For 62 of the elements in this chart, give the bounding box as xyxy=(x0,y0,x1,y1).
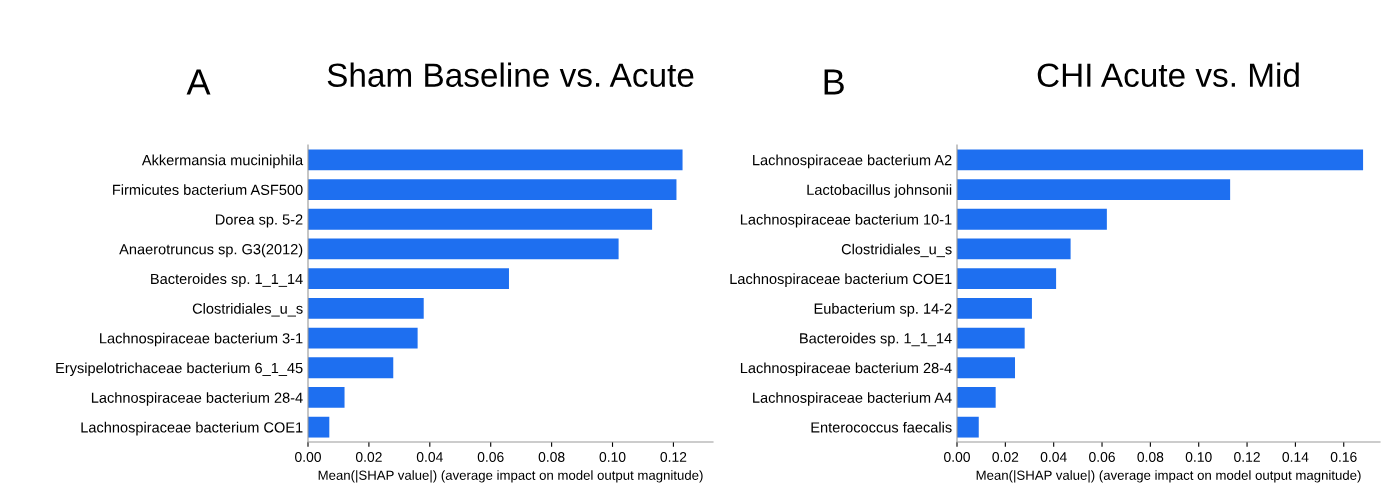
chart-title: CHI Acute vs. Mid xyxy=(1037,62,1299,87)
bar xyxy=(957,297,1032,319)
x-tick-label: 0.04 xyxy=(1040,452,1067,462)
y-tick-label: Lachnospiraceae bacterium 28-4 xyxy=(91,392,303,406)
y-tick-label: Lachnospiraceae bacterium COE1 xyxy=(730,273,952,287)
bar xyxy=(957,268,1057,290)
y-tick-label: Anaerotruncus sp. G3(2012) xyxy=(119,243,303,258)
y-tick-label: Akkermansia muciniphila xyxy=(141,154,304,169)
y-tick-label: Bacteroides sp. 1_1_14 xyxy=(800,332,952,347)
x-tick-label: 0.08 xyxy=(1137,452,1164,462)
y-tick-label: Lachnospiraceae bacterium A2 xyxy=(753,154,952,169)
text: A xyxy=(186,69,211,95)
y-tick-label: Lachnospiraceae bacterium COE1 xyxy=(81,421,303,436)
x-tick-label: 0.02 xyxy=(355,452,382,462)
bar xyxy=(308,357,394,379)
bar xyxy=(308,297,424,319)
bar xyxy=(308,238,619,260)
bar xyxy=(308,387,345,408)
bar xyxy=(308,268,509,290)
x-tick-label: 0.10 xyxy=(599,452,626,462)
bar xyxy=(957,179,1231,200)
y-tick-label: Dorea sp. 5-2 xyxy=(215,214,303,228)
x-tick-label: 0.16 xyxy=(1330,452,1357,462)
x-tick-label: 0.10 xyxy=(1185,452,1212,462)
y-tick-label: Enterococcus faecalis xyxy=(811,421,952,433)
x-tick-label: 0.02 xyxy=(992,452,1019,462)
y-tick-label: Lachnospiraceae bacterium 10-1 xyxy=(740,213,952,228)
x-tick-label: 0.12 xyxy=(660,452,687,462)
y-tick-label: Erysipelotrichaceae bacterium 6_1_45 xyxy=(56,362,303,377)
x-tick-label: 0.06 xyxy=(477,452,504,462)
x-tick-label: 0.00 xyxy=(944,452,970,462)
bar xyxy=(957,416,979,438)
bar xyxy=(957,238,1071,260)
bar xyxy=(308,179,677,200)
y-tick-label: Lactobacillus johnsonii xyxy=(807,184,952,198)
chart-title: Sham Baseline vs. Acute xyxy=(327,62,694,87)
bar xyxy=(957,327,1025,349)
x-tick-label: 0.06 xyxy=(1089,452,1115,462)
text: B xyxy=(824,69,844,95)
x-tick-label: 0.14 xyxy=(1282,452,1309,462)
y-tick-label: Lachnospiraceae bacterium 28-4 xyxy=(740,362,952,377)
bar xyxy=(957,149,1364,171)
x-tick-label: 0.00 xyxy=(295,452,321,462)
bar xyxy=(308,416,330,438)
y-tick-label: Firmicutes bacterium ASF500 xyxy=(113,184,303,195)
y-tick-label: Eubacterium sp. 14-2 xyxy=(814,303,952,317)
y-tick-label: Clostridiales_u_s xyxy=(841,243,952,258)
y-tick-label: Lachnospiraceae bacterium 3-1 xyxy=(100,332,303,347)
bar xyxy=(957,208,1107,230)
bar xyxy=(308,149,683,171)
x-tick-label: 0.12 xyxy=(1234,452,1260,462)
x-axis-title: Mean(|SHAP value|) (average impact on model output magnitude) xyxy=(318,470,703,483)
x-axis-title: Mean(|SHAP value|) (average impact on model output magnitude) xyxy=(976,470,1361,483)
y-tick-label: Bacteroides sp. 1_1_14 xyxy=(151,273,303,287)
x-tick-label: 0.04 xyxy=(416,452,443,462)
y-tick-label: Lachnospiraceae bacterium A4 xyxy=(753,392,952,406)
bar xyxy=(957,357,1016,379)
x-tick-label: 0.08 xyxy=(538,452,565,462)
y-tick-label: Clostridiales_u_s xyxy=(192,303,303,317)
bar xyxy=(308,327,418,349)
bar xyxy=(308,208,653,230)
bar xyxy=(957,387,996,408)
